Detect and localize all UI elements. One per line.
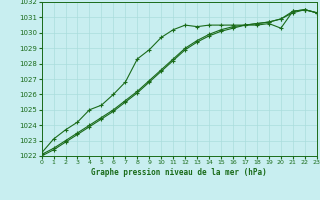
X-axis label: Graphe pression niveau de la mer (hPa): Graphe pression niveau de la mer (hPa) xyxy=(91,168,267,177)
